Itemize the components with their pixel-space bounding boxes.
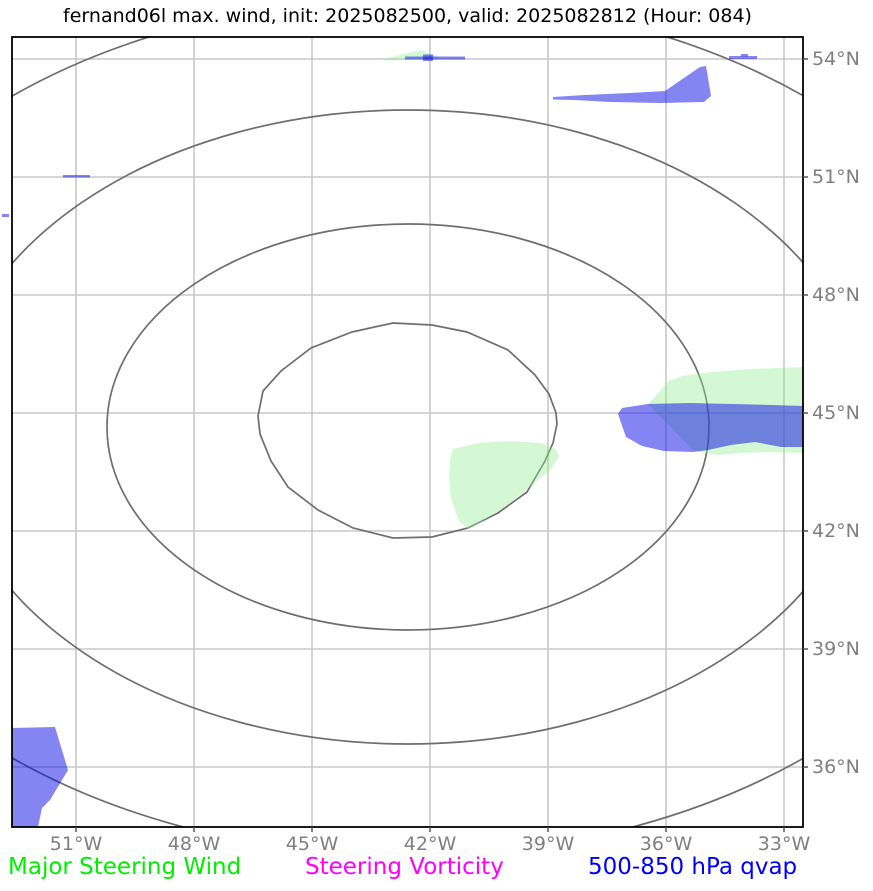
qvap-patch-ne-dash-core xyxy=(741,54,748,57)
legend-steering-vorticity: Steering Vorticity xyxy=(305,854,504,880)
y-tick-label: 45°N xyxy=(812,402,860,424)
y-tick-label: 39°N xyxy=(812,638,860,660)
qvap-patch-pennant xyxy=(553,66,711,103)
diagnostic-patches xyxy=(2,50,803,827)
y-tick-label: 42°N xyxy=(812,520,860,542)
axes-border xyxy=(11,36,804,828)
x-tick-label: 33°W xyxy=(757,833,811,855)
x-tick-label: 36°W xyxy=(639,833,693,855)
y-tick-label: 48°N xyxy=(812,284,860,306)
y-tick-label: 51°N xyxy=(812,166,860,188)
range-ring xyxy=(12,109,803,745)
qvap-patch-southwest xyxy=(12,727,68,827)
qvap-patch-east xyxy=(618,403,803,452)
tick-marks xyxy=(75,58,808,832)
chart-title: fernand06l max. wind, init: 2025082500, … xyxy=(63,5,752,27)
legend: Major Steering Wind Steering Vorticity 5… xyxy=(0,854,873,884)
x-tick-label: 45°W xyxy=(285,833,339,855)
legend-qvap: 500-850 hPa qvap xyxy=(588,854,798,880)
x-tick-label: 48°W xyxy=(167,833,221,855)
x-tick-label: 51°W xyxy=(49,833,103,855)
legend-major-steering-wind: Major Steering Wind xyxy=(8,854,242,880)
qvap-patch-top-dash-core xyxy=(423,54,433,61)
y-tick-label: 54°N xyxy=(812,48,860,70)
x-tick-label: 42°W xyxy=(403,833,457,855)
x-tick-label: 39°W xyxy=(521,833,575,855)
steering-wind-patch-center xyxy=(449,441,559,529)
y-tick-label: 36°N xyxy=(812,756,860,778)
qvap-patch-top-dash xyxy=(405,56,465,60)
range-ring-inner xyxy=(257,322,558,539)
qvap-patch-west-edge-dash xyxy=(2,214,9,217)
range-ring xyxy=(106,223,710,631)
qvap-patch-ne-dash xyxy=(729,56,757,59)
qvap-patch-west-dash xyxy=(63,175,90,178)
